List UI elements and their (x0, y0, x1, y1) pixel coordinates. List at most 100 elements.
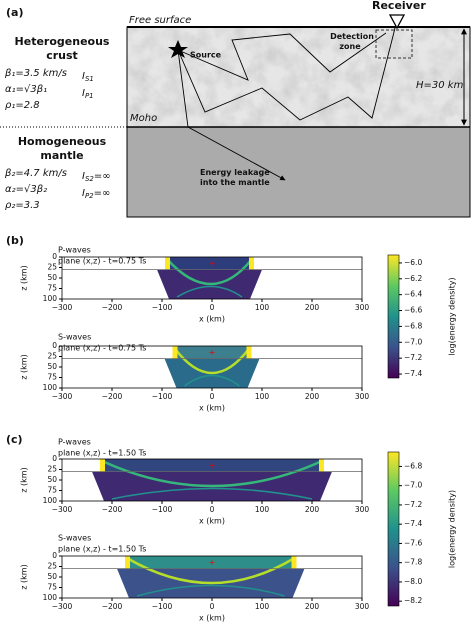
x-tick-label: 0 (210, 303, 215, 312)
wavefront (166, 258, 253, 286)
subplot-title: P-waves (58, 246, 91, 255)
parameter: ρ₁=2.8 (5, 100, 40, 111)
subplot-title: plane (x,z) - t=1.50 Ts (58, 449, 146, 458)
x-tick-label: −300 (52, 602, 73, 611)
wavefront (111, 487, 313, 500)
intensity-subscript: P2 (85, 192, 94, 200)
x-tick-label: 0 (210, 392, 215, 401)
x-tick-label: −100 (152, 505, 173, 514)
y-axis-label: z (km) (20, 467, 29, 492)
x-tick-label: −100 (152, 303, 173, 312)
x-tick-label: 100 (255, 392, 270, 401)
colorbar-tick-label: −6.8 (404, 321, 422, 330)
free-surface: Free surface (129, 15, 191, 26)
x-tick-label: −300 (52, 392, 73, 401)
x-axis-label: x (km) (199, 315, 225, 324)
colorbar-tick-label: −7.4 (404, 519, 422, 528)
hot-edge (100, 459, 105, 472)
y-tick-label: 0 (52, 252, 57, 261)
x-tick-label: 200 (305, 303, 320, 312)
y-axis-label: z (km) (20, 564, 29, 589)
colorbar-tick-label: −7.0 (404, 481, 422, 490)
y-tick-label: 25 (47, 465, 57, 474)
wavefront (136, 584, 285, 597)
colorbar (387, 254, 400, 379)
field-upper (100, 459, 324, 472)
y-axis-label: z (km) (20, 354, 29, 379)
heatmap: + (62, 459, 362, 501)
thickness-label: H=30 km (416, 80, 464, 91)
wavefront (184, 374, 240, 387)
subplot-title: S-waves (58, 333, 91, 342)
field-upper (125, 556, 297, 569)
y-tick-label: 75 (47, 284, 57, 293)
y-tick-label: 25 (47, 352, 57, 361)
source-marker: + (209, 558, 216, 567)
colorbar-tick-label: −7.0 (404, 337, 422, 346)
intensity-symbol: I (82, 188, 85, 199)
subplot-title: P-waves (58, 438, 91, 447)
receiver-label: Receiver (372, 0, 426, 12)
parameter: β₂=4.7 km/s (4, 168, 67, 179)
colorbar-tick-label: −6.8 (404, 461, 422, 470)
y-axis-label: z (km) (20, 265, 29, 290)
parameter: α₁=√3β₁ (5, 84, 47, 95)
intensity: IS1 (82, 71, 94, 83)
colorbar-label: log(energy density) (448, 277, 457, 355)
x-tick-label: 100 (255, 602, 270, 611)
heatmap: + (62, 556, 362, 598)
parameter: α₂=√3β₂ (5, 184, 47, 195)
panel-label: (a) (6, 6, 23, 19)
x-tick-label: −200 (102, 602, 123, 611)
hot-edge (125, 556, 130, 569)
subplot-title: plane (x,z) - t=1.50 Ts (58, 545, 146, 554)
colorbar-tick-label: −7.2 (404, 353, 422, 362)
y-tick-label: 75 (47, 583, 57, 592)
colorbar-tick-label: −7.2 (404, 500, 422, 509)
leakage-label: Energy leakage into the mantle (200, 168, 270, 187)
mantle-title: Homogeneous mantle (18, 135, 107, 162)
colorbar-tick-label: −7.6 (404, 538, 422, 547)
intensity-symbol: I (82, 171, 85, 182)
x-tick-label: 0 (210, 602, 215, 611)
parameter: β₁=3.5 km/s (4, 68, 67, 79)
colorbar-tick-label: −8.0 (404, 577, 422, 586)
field-upper (172, 346, 252, 359)
crust-title: Heterogeneous crust (15, 35, 110, 62)
heatmap: + (62, 257, 362, 299)
hot-edge (172, 346, 178, 359)
hot-edge (246, 346, 252, 359)
x-tick-label: −200 (102, 303, 123, 312)
hot-edge (165, 257, 170, 270)
y-tick-label: 75 (47, 373, 57, 382)
y-tick-label: 100 (43, 294, 58, 303)
colorbar-tick-label: −6.6 (404, 306, 422, 315)
intensity: IP2=∞ (82, 188, 110, 200)
colorbar-tick-label: −8.2 (404, 596, 422, 605)
x-tick-label: 200 (305, 602, 320, 611)
colorbar (387, 451, 400, 607)
x-tick-label: 300 (355, 303, 370, 312)
x-tick-label: −100 (152, 602, 173, 611)
intensity: IS2=∞ (82, 171, 111, 183)
intensity-value: =∞ (94, 188, 111, 199)
colorbar-tick-label: −7.4 (404, 369, 422, 378)
x-axis-label: x (km) (199, 517, 225, 526)
intensity-subscript: S1 (85, 75, 94, 83)
x-tick-label: −200 (102, 505, 123, 514)
subplot-title: S-waves (58, 534, 91, 543)
x-axis-label: x (km) (199, 404, 225, 413)
colorbar-tick-label: −7.8 (404, 558, 422, 567)
schematic: (a) Free surface Receiver Source Detecti… (0, 0, 471, 218)
x-tick-label: −100 (152, 392, 173, 401)
x-tick-label: 300 (355, 392, 370, 401)
wavefront (173, 347, 251, 375)
hot-edge (319, 459, 324, 472)
y-tick-label: 50 (47, 362, 57, 371)
x-tick-label: 200 (305, 505, 320, 514)
panel-label: (c) (6, 433, 23, 446)
intensity-symbol: I (82, 71, 85, 82)
x-tick-label: −300 (52, 303, 73, 312)
colorbar-tick-label: −6.4 (404, 290, 422, 299)
